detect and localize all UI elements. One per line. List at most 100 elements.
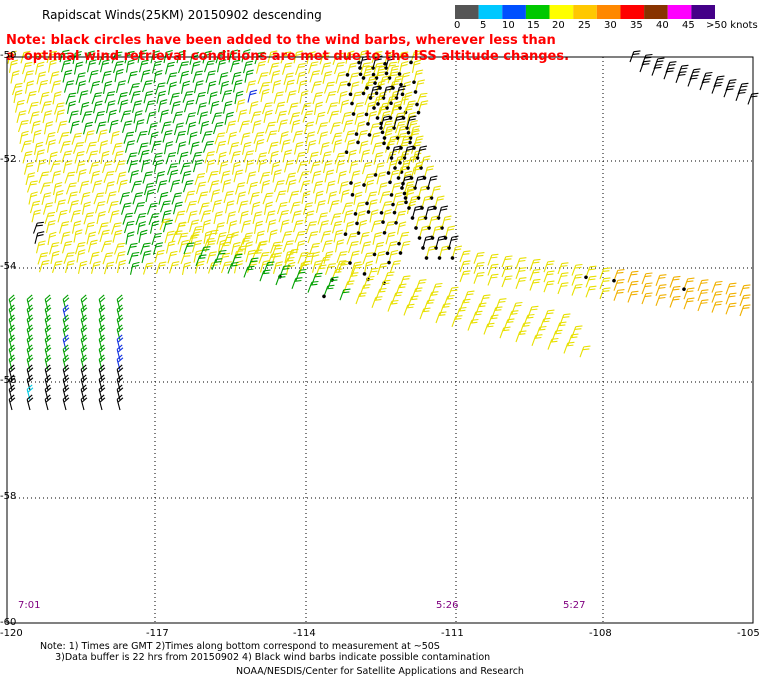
wind-barb: [247, 181, 258, 195]
wind-barb: [515, 257, 527, 269]
wind-barb: [45, 220, 56, 234]
wind-barb: [270, 161, 280, 175]
wind-barb: [344, 130, 356, 143]
wind-barb: [61, 150, 73, 163]
wind-barb: [386, 135, 398, 150]
wind-barb: [436, 205, 449, 220]
wind-barb: [33, 141, 44, 155]
wind-barb: [245, 249, 256, 263]
wind-barb: [699, 78, 711, 91]
wind-barb: [104, 181, 115, 195]
wind-barb: [85, 50, 95, 64]
wind-barb: [218, 72, 229, 85]
legend-label-5: 5: [480, 20, 487, 31]
wind-barb: [421, 235, 433, 250]
wind-barb: [323, 251, 334, 264]
wind-barb: [365, 75, 377, 90]
wind-barb: [22, 150, 33, 164]
wind-barb: [403, 185, 416, 200]
wind-barb: [113, 150, 124, 164]
flag-circle: [414, 226, 418, 230]
wind-barb: [217, 151, 227, 165]
wind-barb: [62, 394, 70, 411]
wind-barb: [96, 211, 106, 225]
wind-barb: [62, 354, 70, 371]
wind-barb: [143, 90, 154, 104]
wind-barb: [725, 302, 737, 315]
wind-barb: [669, 275, 681, 288]
wind-barb: [612, 269, 625, 283]
wind-barb: [98, 354, 106, 371]
wind-barb: [44, 324, 52, 341]
wind-barb: [8, 344, 16, 361]
wind-barb: [123, 131, 135, 144]
wind-barb: [120, 110, 132, 123]
wind-barb: [58, 131, 70, 144]
wind-barb: [116, 294, 124, 311]
wind-barb: [240, 132, 251, 146]
wind-barb: [25, 172, 36, 186]
wind-barb: [195, 181, 207, 195]
wind-barb: [264, 121, 276, 134]
wind-barb: [42, 110, 53, 124]
flag-circle: [375, 116, 380, 120]
wind-barb: [398, 240, 411, 255]
wind-barb: [343, 209, 354, 223]
flag-circle: [380, 130, 385, 135]
wind-barb: [169, 179, 181, 193]
wind-barb: [77, 260, 88, 274]
wind-barb: [243, 241, 254, 255]
wind-barb: [557, 272, 569, 285]
wind-barb: [77, 169, 87, 183]
flag-circle: [392, 210, 397, 215]
wind-barb: [316, 122, 328, 135]
wind-barb: [557, 282, 569, 295]
wind-barb: [121, 120, 133, 133]
wind-barb: [249, 191, 260, 205]
flag-circle: [382, 136, 387, 140]
wind-barb: [176, 50, 187, 64]
wind-barb: [36, 71, 47, 85]
wind-barb: [291, 277, 303, 289]
wind-barb: [387, 299, 399, 312]
flag-circle: [368, 96, 373, 100]
wind-barb: [240, 220, 252, 233]
wind-barb: [14, 99, 25, 113]
wind-barb: [309, 70, 320, 83]
flag-circle: [358, 66, 362, 70]
wind-barb: [20, 140, 32, 153]
flag-circle: [348, 261, 352, 265]
wind-barb: [40, 100, 52, 114]
wind-barb: [258, 251, 270, 264]
wind-barb: [613, 289, 625, 301]
wind-barb: [345, 62, 358, 77]
wind-barb: [105, 100, 116, 114]
time-label-527: 5:27: [563, 600, 586, 611]
wind-barb: [8, 354, 16, 371]
wind-barb: [169, 92, 180, 106]
wind-barb: [299, 90, 309, 104]
flag-circle: [389, 156, 394, 160]
wind-barb: [230, 241, 241, 255]
wind-barb: [146, 202, 158, 215]
wind-barb: [254, 51, 265, 65]
legend-label-20: 20: [552, 20, 565, 31]
flag-circle: [356, 140, 360, 145]
wind-barb: [376, 171, 387, 185]
wind-barb: [331, 220, 343, 234]
wind-barb: [430, 225, 443, 240]
wind-barb: [100, 240, 112, 253]
wind-barb: [82, 121, 94, 135]
wind-barb: [665, 61, 677, 73]
wind-barb: [326, 102, 338, 115]
flag-circle: [382, 141, 386, 146]
wind-barb: [64, 171, 76, 184]
wind-barb: [232, 79, 243, 93]
wind-barb: [44, 314, 52, 331]
wind-barb: [141, 80, 153, 93]
wind-barb: [543, 270, 555, 283]
wind-barb: [8, 59, 19, 73]
wind-barb: [143, 182, 155, 196]
wind-barb: [138, 229, 148, 243]
wind-barb: [347, 72, 360, 87]
